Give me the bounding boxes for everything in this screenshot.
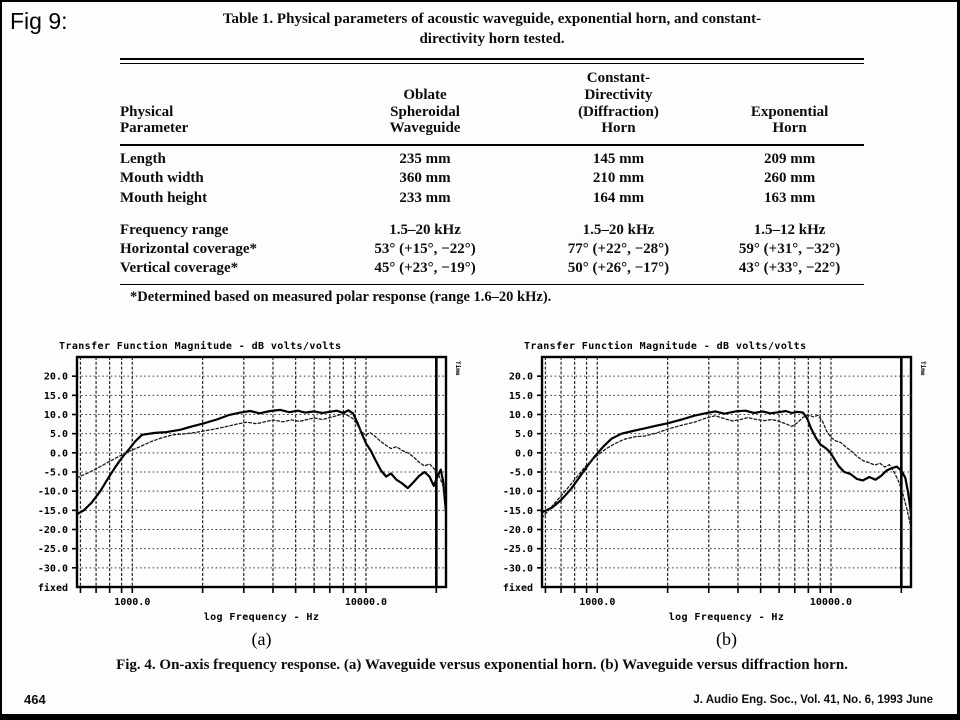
right-edge-label: Time [919,361,926,376]
cell-exp-horn: 43° (+33°, −22°) [738,260,841,277]
table-bottom-rule [120,283,864,285]
cell-waveguide: 360 mm [399,170,451,187]
series-waveguide [75,408,448,516]
y-axis: 20.0 15.0 10.0 5.0 0.0 -5.0 -10.0 -15.0 -20.0 -25… [503,372,542,574]
svg-text:-15.0: -15.0 [503,506,533,517]
table-row: Length 235 mm 145 mm 209 mm [120,145,864,169]
table-header-row: Physical Parameter Oblate Spheroidal Wav… [120,64,864,147]
svg-text:-20.0: -20.0 [503,525,533,536]
table-row: Vertical coverage* 45° (+23°, −19°) 50° … [120,259,864,278]
svg-text:-10.0: -10.0 [38,487,68,498]
parameters-table: Physical Parameter Oblate Spheroidal Wav… [120,64,864,279]
svg-text:20.0: 20.0 [44,372,68,383]
svg-text:15.0: 15.0 [509,391,533,402]
cell-waveguide: 45° (+23°, −19°) [374,260,476,277]
table-body: Length 235 mm 145 mm 209 mm Mouth width … [120,145,864,279]
subfigure-label: (b) [716,629,737,650]
cell-cd-horn: 1.5–20 kHz [582,221,655,238]
col-header-physical-parameter: Physical Parameter [120,64,329,147]
right-edge-label: Time [454,361,461,376]
svg-text:1000.0: 1000.0 [579,597,615,608]
cell-exp-horn: 1.5–12 kHz [753,221,826,238]
cell-cd-horn: 164 mm [592,189,645,206]
fixed-corner-label: fixed [38,582,68,594]
cell-waveguide: 53° (+15°, −22°) [374,241,476,258]
x-axis-title: log Frequency - Hz [669,612,785,623]
svg-text:-25.0: -25.0 [38,544,68,555]
cell-param: Vertical coverage* [120,260,239,277]
cell-waveguide: 1.5–20 kHz [389,221,461,238]
journal-footer: J. Audio Eng. Soc., Vol. 41, No. 6, 1993… [693,694,933,706]
frequency-response-plot: 20.0 15.0 10.0 5.0 0.0 -5.0 -10.0 -15.0 -20.0 -25… [503,340,926,650]
subfigure-label: (a) [252,629,272,650]
table-1-block: Table 1. Physical parameters of acoustic… [120,10,864,306]
svg-text:15.0: 15.0 [44,391,68,402]
table-title: Table 1. Physical parameters of acoustic… [222,11,762,47]
svg-text:-25.0: -25.0 [503,544,533,555]
svg-text:1000.0: 1000.0 [114,597,150,608]
cell-param: Length [120,151,166,168]
svg-text:-15.0: -15.0 [38,506,68,517]
svg-text:-10.0: -10.0 [503,487,533,498]
svg-text:0.0: 0.0 [515,448,533,459]
frequency-response-plot: 20.0 15.0 10.0 5.0 0.0 -5.0 -10.0 -15.0 -20.0 -25… [38,340,461,650]
svg-text:-30.0: -30.0 [503,563,533,574]
table-top-rule [120,58,864,64]
cell-param: Mouth width [120,170,204,187]
cell-exp-horn: 209 mm [763,151,816,168]
cell-waveguide: 235 mm [399,151,451,168]
series-waveguide [540,409,913,515]
chart-b-frequency-response: 20.0 15.0 10.0 5.0 0.0 -5.0 -10.0 -15.0 -20.0 -25… [477,334,937,657]
col-header-exponential-horn: Exponential Horn [715,64,864,147]
cell-exp-horn: 260 mm [763,170,816,187]
svg-text:-5.0: -5.0 [509,468,533,479]
svg-text:10.0: 10.0 [509,410,533,421]
page-number: 464 [24,692,46,707]
table-row: Frequency range 1.5–20 kHz 1.5–20 kHz 1.… [120,208,864,240]
cell-cd-horn: 50° (+26°, −17°) [567,260,670,277]
col-header-waveguide: Oblate Spheroidal Waveguide [328,64,522,147]
gridlines [542,357,911,587]
svg-text:10.0: 10.0 [44,410,68,421]
cell-exp-horn: 163 mm [763,189,816,206]
table-row: Mouth height 233 mm 164 mm 163 mm [120,189,864,208]
figure-annotation-label: Fig 9: [10,8,68,34]
svg-text:-20.0: -20.0 [38,525,68,536]
x-axis-title: log Frequency - Hz [204,612,320,623]
x-axis: 1000.0 10000.0 [79,587,438,608]
svg-text:5.0: 5.0 [515,429,533,440]
chart-title: Transfer Function Magnitude - dB volts/v… [59,340,342,352]
cell-param: Horizontal coverage* [120,241,258,258]
gridlines [77,357,446,587]
table-row: Horizontal coverage* 53° (+15°, −22°) 77… [120,240,864,259]
svg-text:0.0: 0.0 [50,448,68,459]
svg-text:5.0: 5.0 [50,429,68,440]
series-exponential-horn [76,413,447,498]
cell-exp-horn: 59° (+31°, −32°) [738,241,841,258]
cell-param: Mouth height [120,189,208,206]
table-footnote: *Determined based on measured polar resp… [130,288,552,305]
y-axis: 20.0 15.0 10.0 5.0 0.0 -5.0 -10.0 -15.0 -20.0 -25… [38,372,77,574]
fixed-corner-label: fixed [503,582,533,594]
svg-text:-5.0: -5.0 [44,468,68,479]
table-header: Physical Parameter Oblate Spheroidal Wav… [120,64,864,147]
svg-text:10000.0: 10000.0 [345,597,387,608]
cell-cd-horn: 145 mm [592,151,645,168]
cell-waveguide: 233 mm [399,189,451,206]
figure-caption: Fig. 4. On-axis frequency response. (a) … [116,657,848,673]
chart-title: Transfer Function Magnitude - dB volts/v… [524,340,807,352]
x-axis: 1000.0 10000.0 [544,587,903,608]
svg-text:20.0: 20.0 [509,372,533,383]
chart-a-frequency-response: 20.0 15.0 10.0 5.0 0.0 -5.0 -10.0 -15.0 -20.0 -25… [12,334,472,657]
col-header-cd-horn: Constant- Directivity (Diffraction) Horn [521,64,716,147]
cell-cd-horn: 210 mm [592,170,645,187]
cell-param: Frequency range [120,221,229,238]
svg-text:-30.0: -30.0 [38,563,68,574]
series-diffraction-horn [541,414,912,529]
table-row: Mouth width 360 mm 210 mm 260 mm [120,169,864,188]
svg-text:10000.0: 10000.0 [810,597,852,608]
cell-cd-horn: 77° (+22°, −28°) [567,241,670,258]
